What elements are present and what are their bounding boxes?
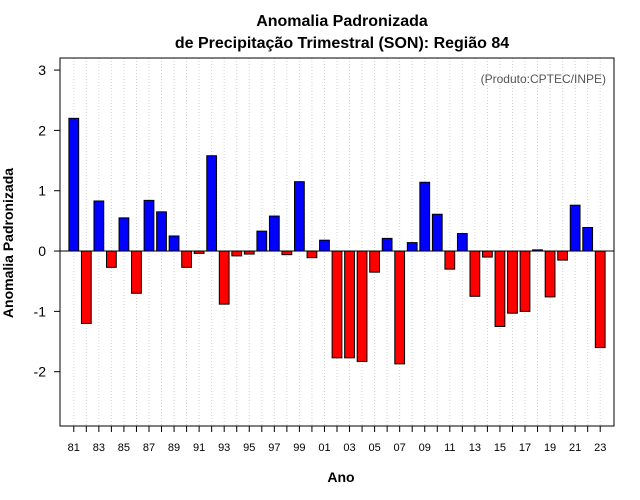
bar-94 bbox=[231, 250, 243, 257]
bar-20 bbox=[557, 250, 568, 261]
x-tick-label: 15 bbox=[494, 442, 506, 454]
bar-82 bbox=[80, 250, 92, 324]
bar-96 bbox=[256, 230, 268, 252]
bar-83 bbox=[93, 200, 105, 252]
x-tick-label: 09 bbox=[419, 442, 431, 454]
x-axis: 81 83 85 87 89 91 93 95 97 99 01 03 05 07 09 11 13 15 17 19… bbox=[68, 426, 606, 454]
x-tick-label: 99 bbox=[293, 442, 305, 454]
bar-18 bbox=[532, 249, 543, 252]
bar-21 bbox=[569, 204, 581, 252]
x-tick-label: 17 bbox=[519, 442, 531, 454]
bar-86 bbox=[131, 250, 142, 294]
bar-03 bbox=[344, 250, 355, 359]
bar-09 bbox=[419, 181, 431, 252]
x-tick-label: 13 bbox=[469, 442, 481, 454]
bar-06 bbox=[381, 237, 393, 252]
x-tick-label: 03 bbox=[343, 442, 355, 454]
bars-group bbox=[68, 117, 606, 365]
y-axis-label: Anomalia Padronizada bbox=[0, 168, 16, 318]
chart-title-line-1: Anomalia Padronizada bbox=[256, 13, 428, 30]
x-tick-label: 93 bbox=[218, 442, 230, 454]
bar-88 bbox=[156, 211, 167, 252]
credit-label: (Produto:CPTEC/INPE) bbox=[481, 72, 606, 86]
bar-02 bbox=[331, 250, 343, 359]
y-tick-label: -2 bbox=[34, 364, 47, 380]
chart-title-line-2: de Precipitação Trimestral (SON): Região… bbox=[175, 35, 509, 52]
x-tick-label: 01 bbox=[318, 442, 330, 454]
bar-84 bbox=[106, 250, 117, 268]
bar-87 bbox=[143, 199, 155, 252]
x-tick-label: 97 bbox=[268, 442, 280, 454]
bar-14 bbox=[482, 250, 493, 258]
x-tick-label: 11 bbox=[444, 442, 455, 454]
x-tick-label: 89 bbox=[168, 442, 180, 454]
x-tick-label: 07 bbox=[394, 442, 406, 454]
y-tick-label: 0 bbox=[38, 243, 46, 259]
y-tick-label: 3 bbox=[38, 62, 46, 78]
x-tick-label: 85 bbox=[118, 442, 130, 454]
y-tick-label: 1 bbox=[38, 183, 46, 199]
bar-89 bbox=[168, 235, 180, 252]
x-axis-label: Ano bbox=[327, 469, 354, 485]
bar-11 bbox=[444, 250, 456, 270]
bar-92 bbox=[206, 155, 218, 252]
x-tick-label: 91 bbox=[193, 442, 205, 454]
bar-95 bbox=[243, 250, 255, 255]
bar-00 bbox=[306, 250, 318, 259]
bar-16 bbox=[507, 250, 518, 314]
bar-22 bbox=[582, 227, 594, 252]
bar-05 bbox=[369, 250, 380, 273]
bar-10 bbox=[431, 213, 443, 252]
y-axis: -2 -1 0 1 2 3 bbox=[34, 62, 60, 380]
y-tick-label: -1 bbox=[34, 303, 47, 319]
bar-93 bbox=[218, 250, 230, 305]
bar-91 bbox=[193, 250, 205, 254]
bar-08 bbox=[406, 242, 418, 252]
bar-19 bbox=[544, 250, 556, 298]
bar-23 bbox=[594, 250, 606, 349]
bar-07 bbox=[394, 250, 406, 365]
bar-13 bbox=[469, 250, 481, 297]
x-tick-label: 87 bbox=[143, 442, 155, 454]
x-tick-label: 21 bbox=[569, 442, 581, 454]
bar-99 bbox=[294, 181, 305, 252]
x-tick-label: 95 bbox=[243, 442, 255, 454]
bar-17 bbox=[519, 250, 531, 312]
bar-97 bbox=[268, 215, 280, 252]
bar-04 bbox=[356, 250, 368, 362]
bar-12 bbox=[456, 233, 468, 252]
bar-85 bbox=[118, 217, 130, 252]
bar-81 bbox=[68, 117, 80, 252]
bar-15 bbox=[494, 250, 506, 327]
bar-90 bbox=[181, 250, 192, 268]
y-tick-label: 2 bbox=[38, 122, 46, 138]
bar-01 bbox=[319, 239, 330, 252]
x-tick-label: 19 bbox=[544, 442, 556, 454]
x-tick-label: 81 bbox=[68, 442, 80, 454]
x-tick-label: 05 bbox=[368, 442, 380, 454]
x-tick-label: 23 bbox=[594, 442, 606, 454]
x-tick-label: 83 bbox=[93, 442, 105, 454]
bar-98 bbox=[281, 250, 293, 256]
